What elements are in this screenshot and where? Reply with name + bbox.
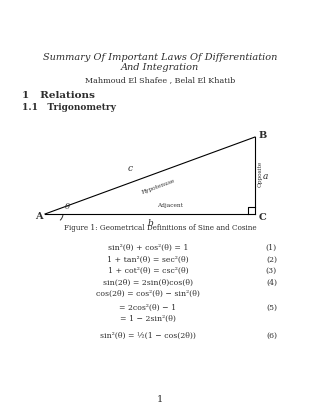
Text: (1): (1) (266, 243, 277, 252)
Text: (4): (4) (266, 278, 277, 286)
Text: And Integration: And Integration (121, 63, 199, 72)
Text: = 1 − 2sin²(θ): = 1 − 2sin²(θ) (120, 315, 176, 323)
Text: Hypotenuse: Hypotenuse (140, 178, 175, 195)
Text: sin²(θ) = ½(1 − cos(2θ)): sin²(θ) = ½(1 − cos(2θ)) (100, 330, 196, 339)
Text: Mahmoud El Shafee , Belal El Khatib: Mahmoud El Shafee , Belal El Khatib (85, 76, 235, 84)
Text: Figure 1: Geometrical Definitions of Sine and Cosine: Figure 1: Geometrical Definitions of Sin… (64, 223, 256, 231)
Text: 1.1   Trigonometry: 1.1 Trigonometry (22, 103, 116, 112)
Text: Summary Of Important Laws Of Differentiation: Summary Of Important Laws Of Differentia… (43, 53, 277, 62)
Text: b: b (147, 218, 153, 228)
Text: 1 + tan²(θ) = sec²(θ): 1 + tan²(θ) = sec²(θ) (107, 255, 189, 263)
Text: 1   Relations: 1 Relations (22, 91, 95, 100)
Text: (3): (3) (266, 266, 277, 274)
Text: (6): (6) (266, 330, 277, 339)
Text: sin(2θ) = 2sin(θ)cos(θ): sin(2θ) = 2sin(θ)cos(θ) (103, 278, 193, 286)
Text: C: C (259, 213, 267, 222)
Text: sin²(θ) + cos²(θ) = 1: sin²(θ) + cos²(θ) = 1 (108, 243, 188, 252)
Text: 1: 1 (157, 394, 163, 404)
Text: a: a (263, 171, 268, 180)
Text: Adjacent: Adjacent (157, 202, 183, 207)
Text: (2): (2) (266, 255, 277, 263)
Text: A: A (35, 212, 43, 221)
Text: B: B (259, 131, 267, 140)
Text: cos(2θ) = cos²(θ) − sin²(θ): cos(2θ) = cos²(θ) − sin²(θ) (96, 289, 200, 297)
Text: Opposite: Opposite (258, 160, 263, 186)
Text: (5): (5) (266, 303, 277, 311)
Text: = 2cos²(θ) − 1: = 2cos²(θ) − 1 (119, 303, 177, 311)
Text: 1 + cot²(θ) = csc²(θ): 1 + cot²(θ) = csc²(θ) (108, 266, 188, 274)
Text: c: c (128, 164, 133, 173)
Text: θ: θ (65, 202, 70, 211)
